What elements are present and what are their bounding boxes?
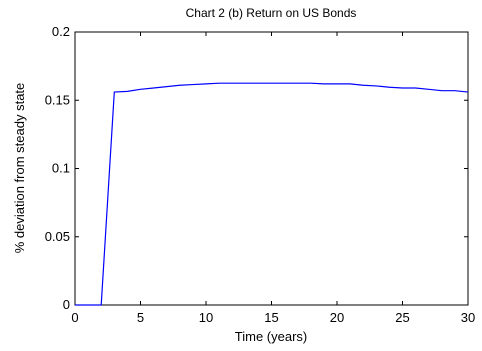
x-tick-label: 10 [199, 310, 213, 325]
x-tick-label: 30 [461, 310, 475, 325]
y-axis: 0 0.05 0.1 0.15 0.2 [45, 24, 468, 312]
x-axis-label: Time (years) [235, 329, 307, 344]
y-tick-label: 0 [63, 297, 70, 312]
x-tick-label: 25 [395, 310, 409, 325]
series-layer [75, 82, 469, 306]
y-tick-label: 0.1 [52, 161, 70, 176]
x-tick-label: 5 [137, 310, 144, 325]
x-axis: 0 5 10 15 20 25 30 [71, 32, 475, 325]
y-tick-label: 0.2 [52, 24, 70, 39]
x-tick-label: 20 [330, 310, 344, 325]
chart-title: Chart 2 (b) Return on US Bonds [186, 6, 357, 20]
y-tick-label: 0.05 [45, 229, 70, 244]
x-tick-label: 15 [264, 310, 278, 325]
x-tick-label: 0 [71, 310, 78, 325]
plot-area [74, 31, 469, 306]
y-tick-label: 0.15 [45, 92, 70, 107]
series-line-0 [75, 82, 469, 306]
y-axis-label: % deviation from steady state [12, 83, 27, 254]
